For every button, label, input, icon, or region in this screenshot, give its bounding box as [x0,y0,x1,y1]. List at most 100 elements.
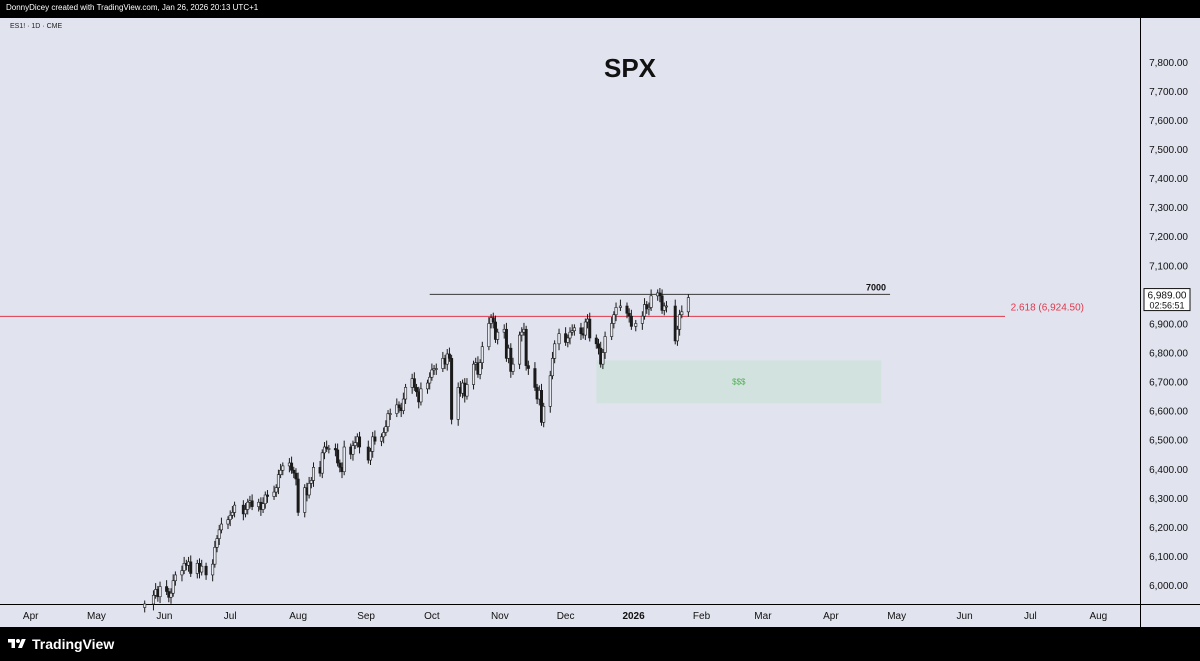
price-tick-label: 6,200.00 [1149,523,1188,534]
price-tick-label: 6,700.00 [1149,378,1188,389]
candle [384,426,388,433]
candle [351,445,355,455]
candle [658,292,662,297]
candle [511,363,515,372]
candle [518,334,522,365]
candle [379,436,383,442]
candle [472,363,476,385]
candle [261,503,265,510]
candle [478,362,482,375]
candle [480,346,484,364]
candle [572,327,576,332]
candle [215,538,219,548]
time-axis[interactable]: Apr May Jun Jul Aug Sep Oct Nov Dec 2026 Feb Mar Apr… [23,611,1107,622]
candle [327,448,331,450]
candle [272,491,276,497]
price-tick-label: 6,500.00 [1149,436,1188,447]
candle [303,487,307,513]
chart-panel[interactable]: ES1! · 1D · CME SPX $$$ 2.618 (6,924.50)… [0,18,1200,627]
price-chart[interactable]: ES1! · 1D · CME SPX $$$ 2.618 (6,924.50)… [0,18,1200,627]
candle [557,333,561,345]
candle [680,311,684,316]
time-tick-label: Jun [156,611,172,622]
candle [281,465,285,471]
candle [675,328,679,342]
candle [588,318,592,339]
candle [415,387,419,393]
candle [246,501,250,510]
candle [294,472,298,480]
symbol-label: ES1! · 1D · CME [10,23,62,30]
candle [445,353,449,365]
candle [570,330,574,333]
candle [274,487,278,493]
candle [660,295,664,311]
candle [386,413,390,427]
price-tick-label: 7,400.00 [1149,174,1188,185]
candle [456,387,460,420]
price-tick-label: 6,800.00 [1149,349,1188,360]
candle [524,328,528,366]
candle [244,509,248,515]
candle [625,305,629,314]
price-tick-label: 7,200.00 [1149,232,1188,243]
candle [673,305,677,342]
candle [553,343,557,359]
candle [504,328,508,359]
price-tick-label: 6,400.00 [1149,465,1188,476]
price-axis[interactable]: 6,000.00 6,100.00 6,200.00 6,300.00 6,400.00… [1149,58,1188,592]
candle [290,462,294,471]
candle [263,494,267,505]
time-tick-label: Mar [754,611,772,622]
candle [311,467,315,481]
price-tick-label: 7,300.00 [1149,203,1188,214]
price-tick-label: 6,100.00 [1149,552,1188,563]
time-tick-label: Apr [823,611,839,622]
candle [425,382,429,390]
candle [662,305,666,311]
time-tick-label: Aug [1089,611,1107,622]
candle [371,436,375,452]
candle [643,304,647,317]
candle [333,448,337,451]
candle [307,483,311,496]
chart-title: SPX [604,53,657,83]
candle [428,376,432,384]
time-tick-label: May [87,611,106,622]
candle [610,323,614,337]
candle [171,580,175,594]
time-tick-label: Jul [1024,611,1037,622]
candle [618,305,622,308]
candle [627,312,631,317]
candle [296,478,300,513]
candle [550,358,554,377]
candle [143,603,147,608]
candle [568,331,572,339]
price-tick-label: 7,600.00 [1149,116,1188,127]
candle [465,384,469,397]
fib-level-label: 2.618 (6,924.50) [1011,302,1084,313]
candle [678,314,682,330]
bar-countdown: 02:56:51 [1149,301,1184,311]
candle [388,413,392,415]
time-tick-label: Jun [957,611,973,622]
price-tick-label: 7,100.00 [1149,261,1188,272]
footer-bar: TradingView [0,627,1200,661]
price-tick-label: 7,800.00 [1149,58,1188,69]
candle-series [143,287,690,613]
tradingview-logo[interactable]: TradingView [8,636,114,652]
candle [200,565,204,573]
candle [189,561,193,574]
candle [368,451,372,461]
time-tick-label: Jul [224,611,237,622]
candle [219,523,223,531]
price-tick-label: 7,500.00 [1149,145,1188,156]
candle [279,469,283,475]
candle [336,449,340,464]
candle [276,474,280,489]
candle [338,462,342,468]
candle [169,592,173,598]
candle [395,404,399,414]
candle [228,515,232,520]
target-zone-label: $$$ [732,378,746,387]
